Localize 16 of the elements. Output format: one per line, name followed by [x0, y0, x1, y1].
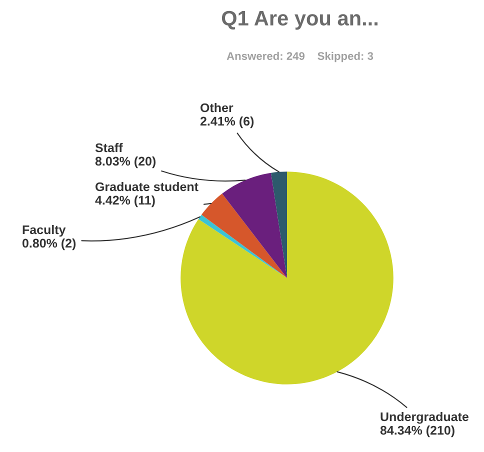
- slice-label: Staff: [95, 143, 123, 152]
- chart-title: Q1 Are you an...: [222, 10, 378, 30]
- slice-label: Faculty: [22, 225, 66, 237]
- slice-label: Undergraduate: [380, 412, 468, 424]
- slice-label: Other: [200, 103, 234, 112]
- pie-slice: [198, 214, 287, 278]
- data-label: 0.80% (2): [22, 238, 76, 250]
- pie-slice: [222, 172, 287, 278]
- slice-label: Graduate student: [96, 182, 198, 192]
- pie-slice: [270, 172, 287, 278]
- data-label: 8.03% (20): [95, 156, 156, 168]
- chart-subtitle: Answered: 249 Skipped: 3: [226, 52, 374, 62]
- data-label: 4.42% (11): [95, 195, 155, 208]
- pie-slice: [201, 194, 287, 278]
- data-label: 2.41% (6): [200, 116, 254, 128]
- data-label: 84.34% (210): [380, 426, 454, 438]
